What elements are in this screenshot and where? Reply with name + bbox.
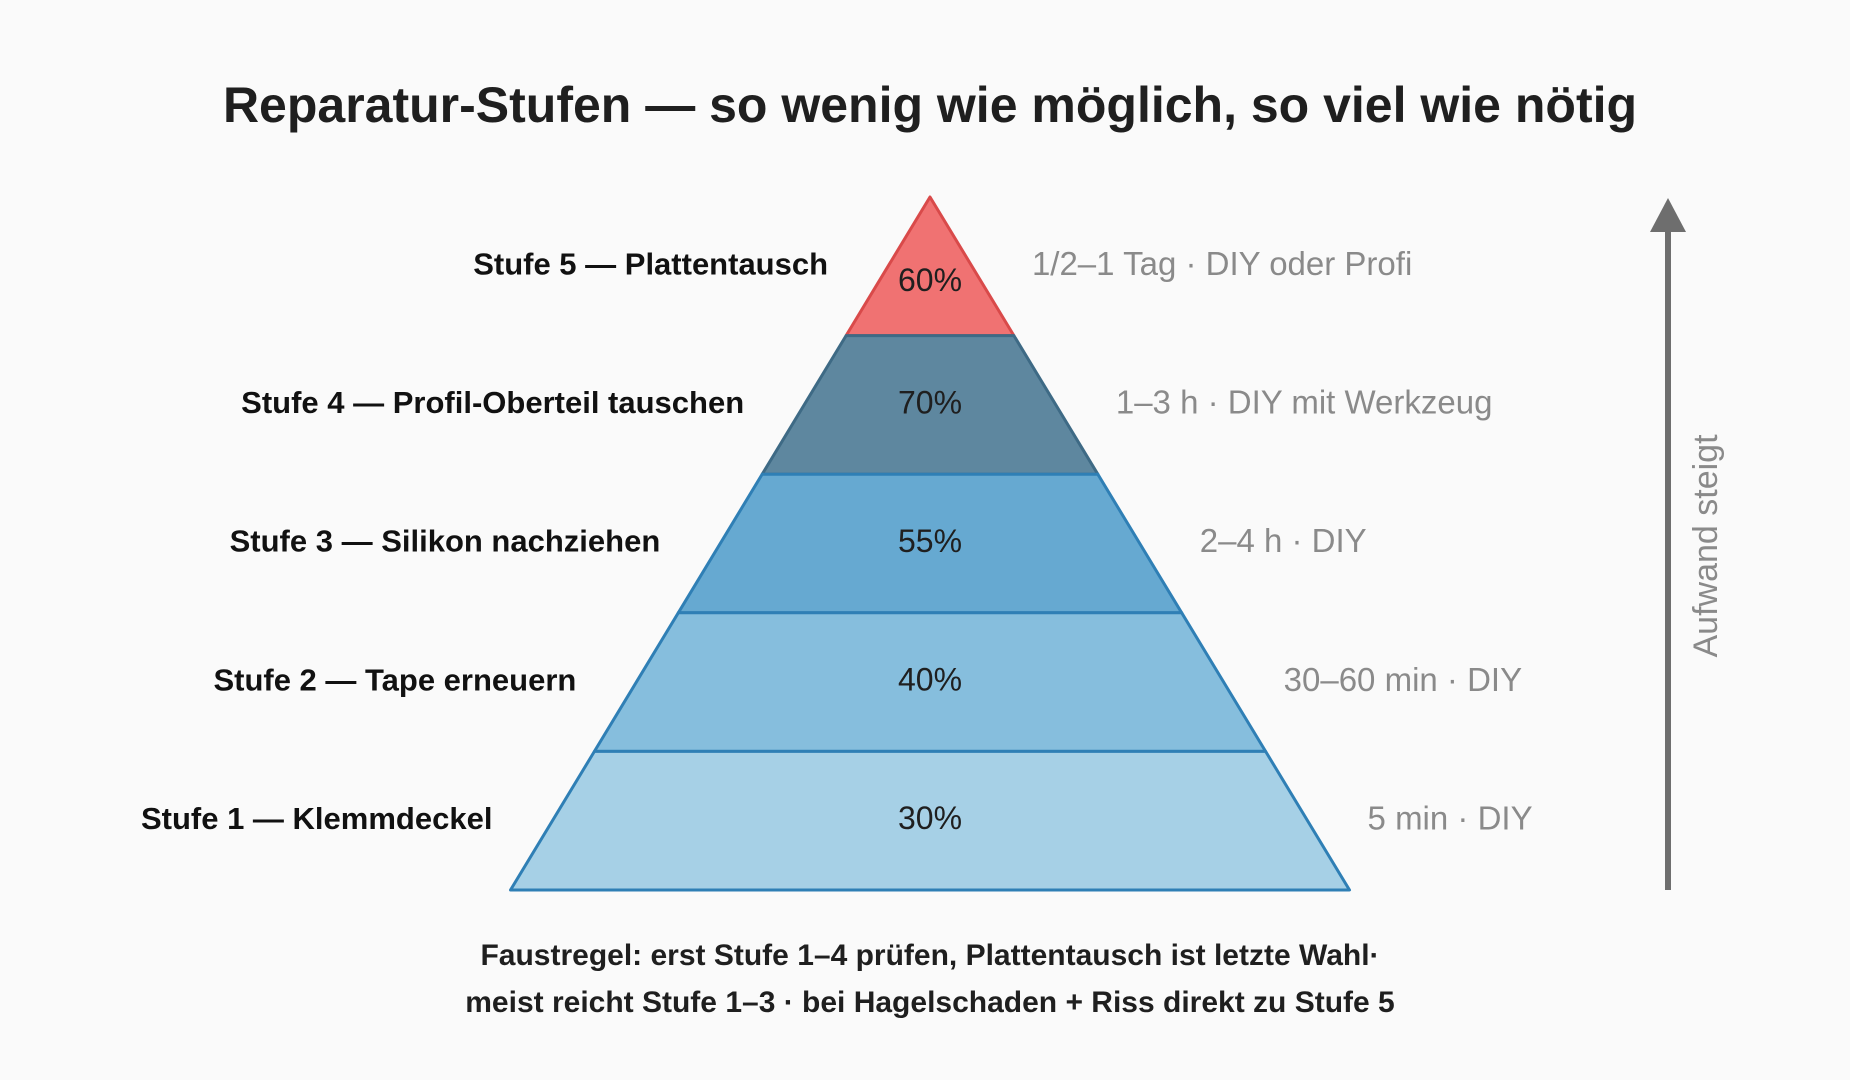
effort-arrow-head	[1650, 198, 1686, 232]
level-percent: 70%	[898, 384, 962, 420]
level-label: Stufe 1 — Klemmdeckel	[141, 801, 492, 836]
level-effort: 1/2–1 Tag · DIY oder Profi	[1032, 245, 1412, 282]
title: Reparatur-Stufen — so wenig wie möglich,…	[223, 77, 1637, 133]
pyramid-level	[509, 749, 1351, 892]
footer-line: Faustregel: erst Stufe 1–4 prüfen, Platt…	[480, 939, 1379, 972]
level-label: Stufe 5 — Plattentausch	[473, 246, 828, 281]
level-label: Stufe 4 — Profil-Oberteil tauschen	[241, 385, 744, 420]
level-percent: 30%	[898, 800, 962, 836]
axis-label: Aufwand steigt	[1687, 434, 1725, 658]
level-percent: 60%	[898, 262, 962, 298]
level-label: Stufe 3 — Silikon nachziehen	[230, 524, 661, 559]
level-percent: 55%	[898, 523, 962, 559]
level-percent: 40%	[898, 662, 962, 698]
level-effort: 2–4 h · DIY	[1200, 522, 1367, 559]
level-label: Stufe 2 — Tape erneuern	[213, 662, 576, 697]
level-effort: 30–60 min · DIY	[1284, 661, 1522, 698]
level-effort: 5 min · DIY	[1368, 799, 1533, 836]
level-effort: 1–3 h · DIY mit Werkzeug	[1116, 384, 1493, 421]
footer-line: meist reicht Stufe 1–3 · bei Hagelschade…	[465, 986, 1394, 1019]
